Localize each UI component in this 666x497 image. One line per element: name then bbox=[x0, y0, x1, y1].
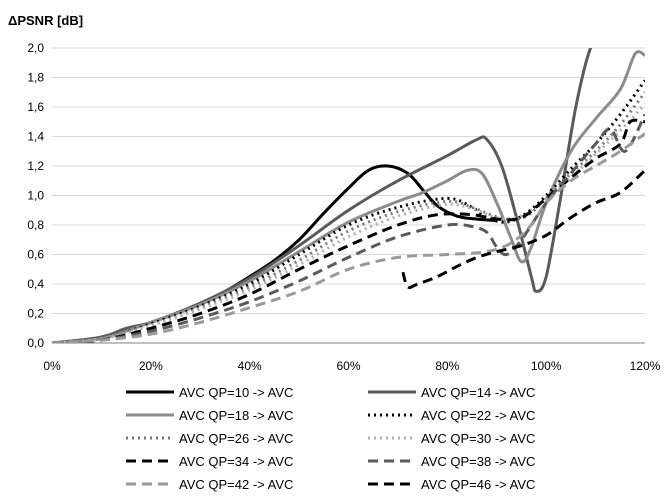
y-tick-label: 2,0 bbox=[27, 41, 44, 55]
y-tick-label: 0,8 bbox=[27, 218, 44, 232]
legend-label: AVC QP=34 -> AVC bbox=[179, 454, 293, 469]
y-tick-label: 1,4 bbox=[27, 130, 44, 144]
x-tick-label: 0% bbox=[43, 359, 61, 373]
series-line-10 bbox=[401, 169, 645, 290]
y-tick-label: 1,6 bbox=[27, 100, 44, 114]
x-tick-label: 60% bbox=[336, 359, 360, 373]
legend-label: AVC QP=30 -> AVC bbox=[421, 431, 535, 446]
legend: AVC QP=10 -> AVC AVC QP=14 -> AVC AVC QP=1… bbox=[126, 385, 535, 492]
x-tick-label: 20% bbox=[139, 359, 163, 373]
y-tick-label: 0,2 bbox=[27, 307, 44, 321]
y-tick-label: 1,0 bbox=[27, 189, 44, 203]
y-tick-label: 0,0 bbox=[27, 336, 44, 350]
series-line-8 bbox=[52, 113, 645, 343]
legend-label: AVC QP=18 -> AVC bbox=[179, 408, 293, 423]
series-lines bbox=[52, 48, 645, 343]
y-tick-labels: 0,0 0,2 0,4 0,6 0,8 1,0 1,2 1,4 1,6 1,8 2,0 bbox=[27, 41, 44, 350]
legend-label: AVC QP=14 -> AVC bbox=[421, 385, 535, 400]
y-tick-label: 0,4 bbox=[27, 277, 44, 291]
y-tick-label: 0,6 bbox=[27, 248, 44, 262]
x-tick-label: 40% bbox=[238, 359, 262, 373]
legend-label: AVC QP=42 -> AVC bbox=[179, 477, 293, 492]
legend-label: AVC QP=46 -> AVC bbox=[421, 477, 535, 492]
x-tick-label: 120% bbox=[630, 359, 661, 373]
series-line-9 bbox=[52, 132, 645, 343]
grid bbox=[52, 47, 645, 344]
legend-label: AVC QP=38 -> AVC bbox=[421, 454, 535, 469]
legend-label: AVC QP=26 -> AVC bbox=[179, 431, 293, 446]
y-tick-label: 1,2 bbox=[27, 159, 44, 173]
series-line-7 bbox=[52, 118, 645, 343]
series-line-3 bbox=[52, 50, 645, 343]
legend-label: AVC QP=10 -> AVC bbox=[179, 385, 293, 400]
x-tick-labels: 0% 20% 40% 60% 80% 100% 120% bbox=[43, 359, 660, 373]
series-line-2 bbox=[52, 48, 593, 343]
x-tick-label: 80% bbox=[435, 359, 459, 373]
y-axis-label: ΔPSNR [dB] bbox=[8, 13, 83, 28]
x-tick-label: 100% bbox=[531, 359, 562, 373]
y-tick-label: 1,8 bbox=[27, 71, 44, 85]
legend-label: AVC QP=22 -> AVC bbox=[421, 408, 535, 423]
